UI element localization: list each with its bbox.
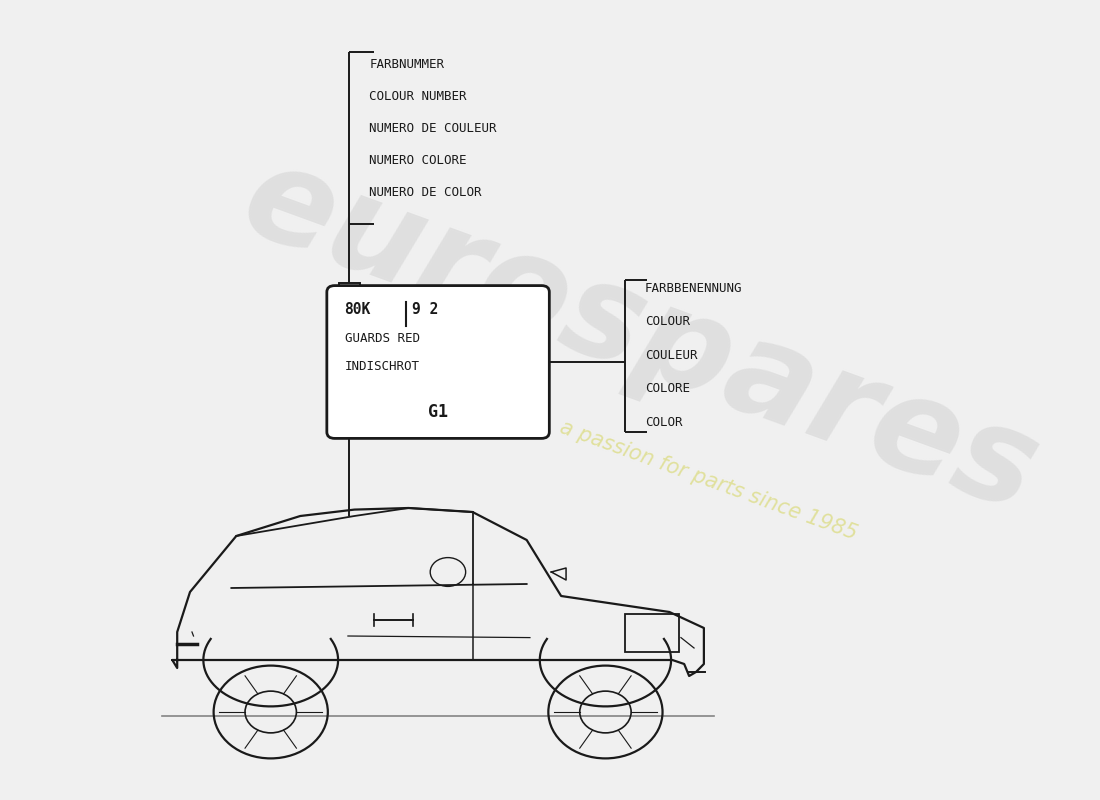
Text: GUARDS RED: GUARDS RED xyxy=(344,332,419,345)
Text: COLOUR: COLOUR xyxy=(645,315,690,328)
Text: a passion for parts since 1985: a passion for parts since 1985 xyxy=(558,417,860,543)
Text: eurospares: eurospares xyxy=(226,134,1054,538)
Text: NUMERO COLORE: NUMERO COLORE xyxy=(370,154,466,166)
Text: COLOR: COLOR xyxy=(645,416,682,429)
Text: NUMERO DE COULEUR: NUMERO DE COULEUR xyxy=(370,122,497,134)
Text: COLOUR NUMBER: COLOUR NUMBER xyxy=(370,90,466,102)
Text: COLORE: COLORE xyxy=(645,382,690,395)
FancyBboxPatch shape xyxy=(327,286,549,438)
Text: COULEUR: COULEUR xyxy=(645,349,697,362)
Text: 9 2: 9 2 xyxy=(411,302,438,317)
Text: FARBBENENNUNG: FARBBENENNUNG xyxy=(645,282,742,294)
Bar xyxy=(339,283,361,301)
Text: INDISCHROT: INDISCHROT xyxy=(344,360,419,373)
Text: G1: G1 xyxy=(428,403,448,421)
Text: FARBNUMMER: FARBNUMMER xyxy=(370,58,444,70)
Text: 80K: 80K xyxy=(344,302,371,317)
Text: NUMERO DE COLOR: NUMERO DE COLOR xyxy=(370,186,482,198)
Bar xyxy=(625,614,680,652)
